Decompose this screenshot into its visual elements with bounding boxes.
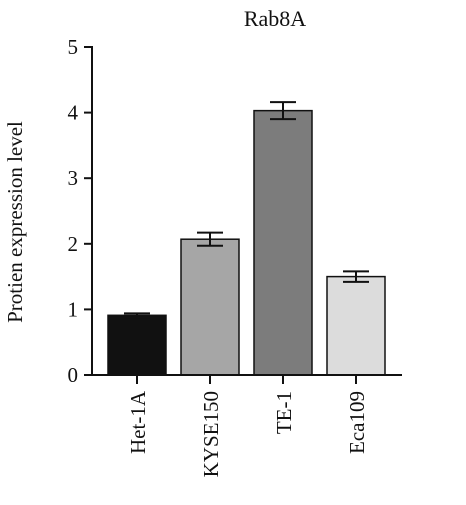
y-axis-label: Protien expression level bbox=[3, 121, 27, 323]
error-bars-group bbox=[124, 101, 369, 319]
error-bar bbox=[343, 270, 369, 283]
y-ticks-group: 0 1 2 3 4 5 bbox=[68, 35, 92, 387]
y-tick-label: 0 bbox=[68, 363, 79, 387]
bar-het-1a bbox=[107, 314, 167, 376]
error-bar bbox=[124, 312, 150, 319]
y-tick-label: 1 bbox=[68, 297, 79, 321]
x-tick-label: Eca109 bbox=[345, 391, 369, 454]
x-tick-label: TE-1 bbox=[272, 391, 296, 434]
bar-eca109 bbox=[326, 275, 386, 376]
y-tick-label: 5 bbox=[68, 35, 79, 59]
chart-title: Rab8A bbox=[244, 6, 306, 31]
x-ticks-group: Het-1A KYSE150 TE-1 Eca109 bbox=[126, 375, 369, 477]
error-bar bbox=[197, 231, 223, 247]
y-tick-label: 4 bbox=[68, 101, 79, 125]
y-tick-label: 3 bbox=[68, 166, 79, 190]
y-tick-label: 2 bbox=[68, 232, 79, 256]
bars-group bbox=[107, 109, 386, 376]
error-bar bbox=[270, 101, 296, 121]
bar-te-1 bbox=[253, 109, 313, 376]
bar-kyse150 bbox=[180, 238, 240, 376]
x-tick-label: KYSE150 bbox=[199, 391, 223, 477]
x-tick-label: Het-1A bbox=[126, 390, 150, 454]
